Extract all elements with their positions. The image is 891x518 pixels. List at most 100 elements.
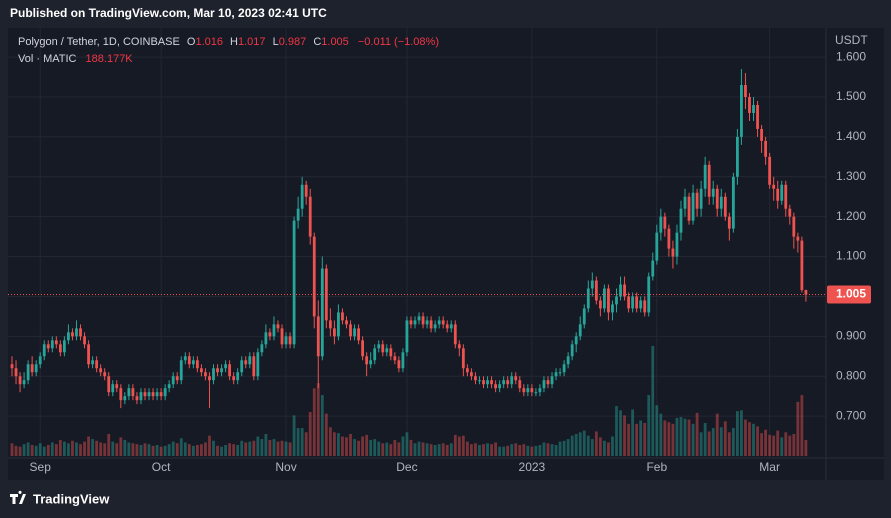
volume-bar bbox=[349, 434, 352, 456]
volume-bar bbox=[800, 395, 804, 456]
candle-body bbox=[353, 328, 356, 337]
candle-body bbox=[179, 360, 183, 381]
candle-body bbox=[389, 348, 393, 357]
candle-body bbox=[566, 356, 570, 365]
volume-bar bbox=[365, 434, 369, 456]
brand-logo: TradingView bbox=[10, 490, 110, 506]
volume-bar bbox=[736, 411, 739, 456]
volume-bar bbox=[38, 443, 42, 456]
volume-bar bbox=[284, 441, 288, 456]
volume-bar bbox=[240, 440, 244, 456]
candle-body bbox=[30, 364, 34, 373]
volume-bar bbox=[324, 413, 328, 456]
candle-body bbox=[804, 290, 808, 295]
volume-bar bbox=[461, 435, 465, 456]
candle-body bbox=[671, 248, 675, 257]
volume-bar bbox=[183, 442, 187, 456]
volume-bar bbox=[752, 423, 755, 456]
volume-bar bbox=[518, 445, 522, 456]
volume-bar bbox=[99, 442, 103, 456]
y-tick-label: 1.500 bbox=[836, 89, 866, 103]
volume-bar bbox=[187, 444, 191, 456]
volume-bar bbox=[457, 436, 461, 456]
candle-body bbox=[103, 372, 107, 377]
volume-bar bbox=[276, 441, 280, 456]
volume-bar bbox=[586, 435, 590, 456]
candle-body bbox=[187, 356, 191, 365]
candle-body bbox=[284, 336, 288, 345]
volume-bar bbox=[522, 444, 526, 456]
volume-bar bbox=[389, 444, 393, 456]
candle-body bbox=[792, 216, 796, 237]
volume-bar bbox=[719, 427, 723, 456]
candle-body bbox=[139, 392, 143, 401]
volume-bar bbox=[598, 437, 602, 456]
volume-bar bbox=[191, 445, 195, 456]
candle-body bbox=[115, 384, 119, 389]
candle-body bbox=[784, 184, 788, 209]
volume-bar bbox=[353, 439, 356, 456]
candle-body bbox=[369, 360, 373, 365]
volume-bar bbox=[526, 445, 530, 456]
candle-body bbox=[268, 332, 272, 337]
volume-bar bbox=[482, 444, 485, 456]
volume-bar bbox=[175, 443, 179, 456]
candle-body bbox=[256, 352, 260, 377]
candle-body bbox=[598, 300, 602, 309]
candle-body bbox=[280, 328, 284, 345]
volume-bar bbox=[550, 444, 554, 456]
last-price-box bbox=[827, 285, 871, 304]
volume-bar bbox=[369, 439, 373, 456]
candle-body bbox=[345, 320, 348, 325]
candle-body bbox=[611, 304, 614, 313]
y-tick-label: 1.100 bbox=[836, 249, 866, 263]
volume-bar bbox=[244, 442, 248, 456]
candle-body bbox=[349, 324, 352, 337]
volume-bar bbox=[530, 446, 534, 456]
candle-body bbox=[151, 392, 155, 397]
volume-bar bbox=[594, 431, 598, 456]
volume-bar bbox=[115, 443, 119, 456]
volume-bar bbox=[405, 432, 409, 456]
candle-body bbox=[361, 340, 365, 357]
volume-bar bbox=[50, 442, 54, 456]
candle-body bbox=[465, 368, 469, 373]
candle-body bbox=[147, 392, 151, 397]
candle-body bbox=[232, 376, 236, 381]
candle-body bbox=[619, 284, 622, 297]
volume-bar bbox=[163, 445, 167, 456]
candle-body bbox=[542, 380, 546, 389]
candle-body bbox=[731, 176, 735, 229]
candle-body bbox=[687, 196, 691, 221]
volume-bar bbox=[449, 443, 453, 456]
candle-body bbox=[341, 312, 344, 321]
candle-body bbox=[474, 376, 477, 381]
volume-bar bbox=[393, 439, 397, 456]
candle-body bbox=[385, 348, 389, 353]
candle-body bbox=[409, 320, 413, 325]
volume-bar bbox=[663, 420, 667, 456]
volume-bar bbox=[679, 417, 683, 456]
candle-body bbox=[163, 388, 167, 397]
volume-bar bbox=[337, 433, 340, 456]
candle-body bbox=[562, 364, 566, 373]
volume-bar bbox=[107, 434, 111, 456]
volume-bar bbox=[208, 435, 211, 456]
volume-bar bbox=[655, 405, 659, 456]
volume-bar bbox=[34, 445, 38, 456]
volume-bar bbox=[474, 443, 477, 456]
volume-bar bbox=[333, 432, 336, 456]
volume-bar bbox=[506, 445, 510, 456]
candle-body bbox=[62, 340, 66, 353]
candle-body bbox=[788, 208, 792, 217]
volume-bar bbox=[760, 433, 763, 456]
candle-body bbox=[333, 328, 336, 337]
candle-body bbox=[91, 360, 94, 365]
volume-bar bbox=[562, 440, 566, 456]
candle-body bbox=[46, 344, 50, 349]
candle-body bbox=[683, 196, 687, 209]
candle-body bbox=[155, 392, 159, 397]
volume-bar bbox=[421, 442, 425, 456]
candle-body bbox=[191, 360, 195, 365]
volume-bar bbox=[264, 434, 268, 456]
